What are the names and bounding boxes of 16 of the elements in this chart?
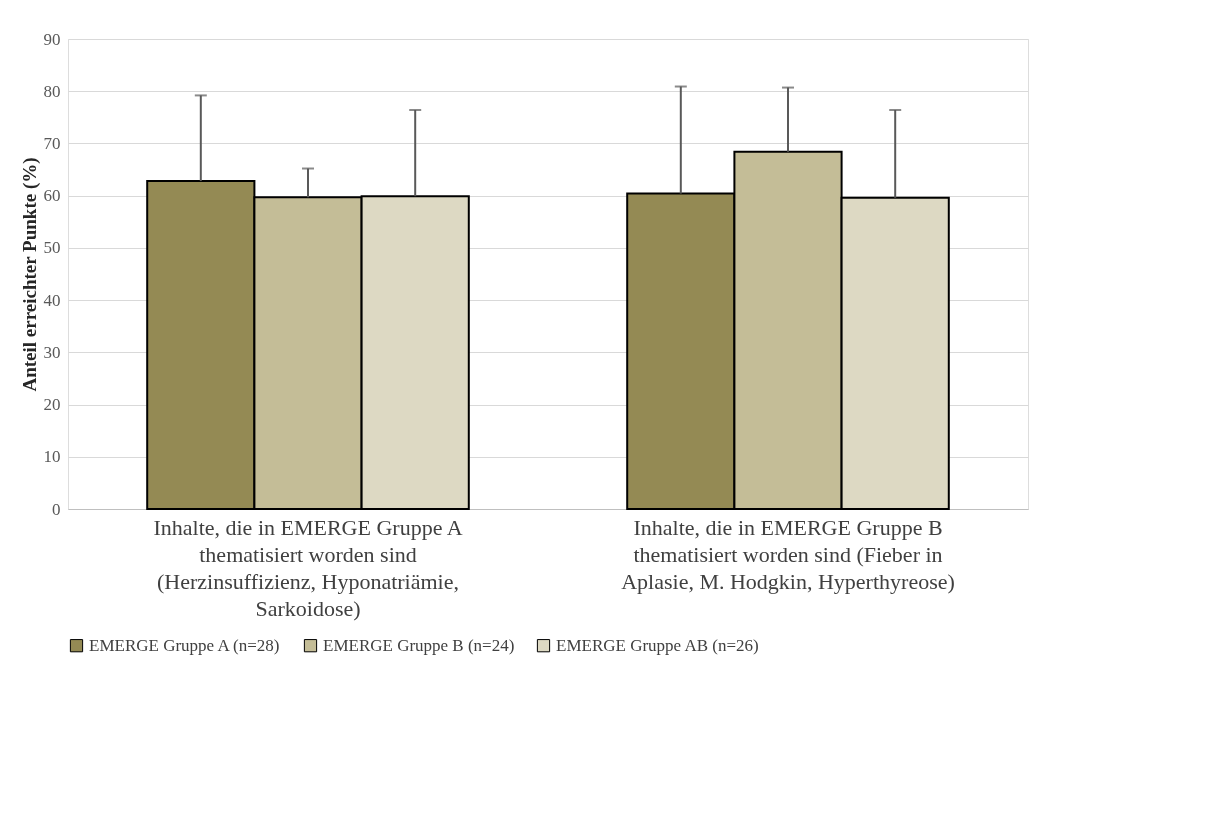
x-tick-label: Inhalte, die in EMERGE Gruppe A thematisiert worden sind (Herzinsuffizienz, Hyponatriämie, Sarkoidose): [153, 514, 463, 621]
y-tick-label: 40: [43, 290, 61, 310]
y-tick-label: 60: [43, 186, 61, 206]
y-axis-title: Anteil erreichter Punkte (%): [18, 157, 41, 392]
legend-label: EMERGE Gruppe B (n=24): [323, 635, 515, 655]
y-tick-label: 70: [43, 133, 61, 153]
y-tick-label: 90: [43, 29, 61, 49]
y-tick-label: 80: [43, 81, 61, 101]
y-tick-label: 0: [52, 499, 61, 519]
x-tick-label: Inhalte, die in EMERGE Gruppe B thematisiert worden sind (Fieber in Aplasie, M. Hodgkin, Hyperthyreose): [621, 514, 955, 594]
legend-label: EMERGE Gruppe A (n=28): [89, 635, 280, 655]
y-tick-label: 20: [43, 395, 61, 415]
y-tick-label: 10: [43, 447, 61, 467]
legend-label: EMERGE Gruppe AB (n=26): [556, 635, 759, 655]
y-tick-label: 30: [43, 342, 61, 362]
y-tick-label: 50: [43, 238, 61, 258]
